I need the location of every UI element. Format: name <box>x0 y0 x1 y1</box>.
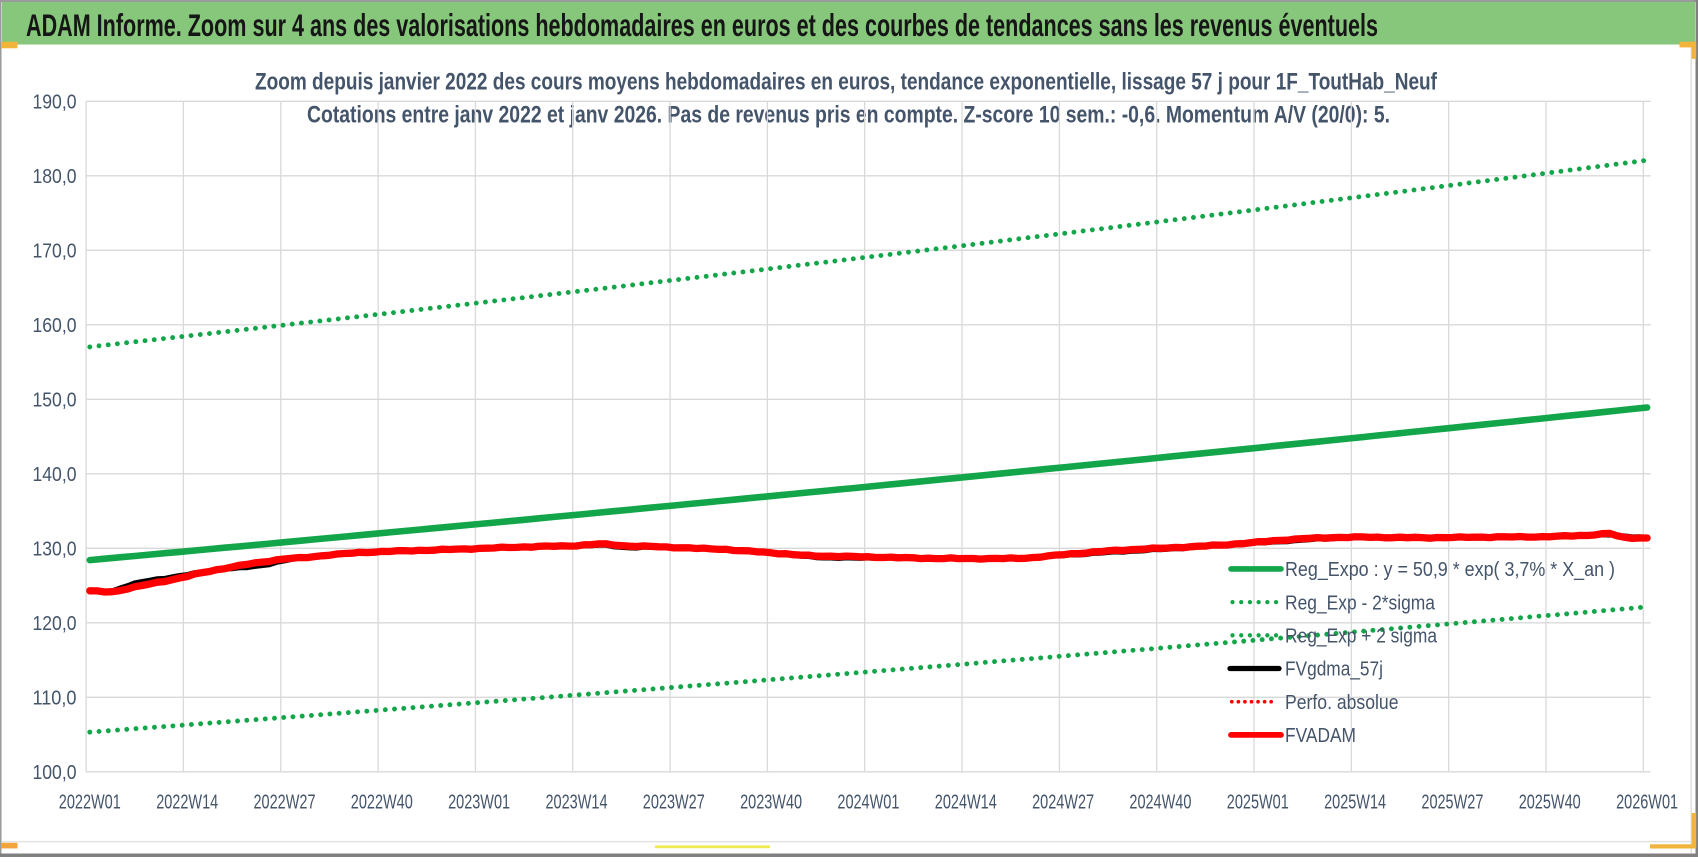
svg-text:110,0: 110,0 <box>33 687 77 709</box>
svg-text:Reg_Expo : y = 50,9 * exp( 3,7: Reg_Expo : y = 50,9 * exp( 3,7% * X_an ) <box>1285 559 1615 581</box>
svg-text:FVgdma_57j: FVgdma_57j <box>1285 659 1383 681</box>
svg-text:100,0: 100,0 <box>33 762 77 784</box>
svg-text:140,0: 140,0 <box>33 464 77 486</box>
svg-text:2025W14: 2025W14 <box>1324 792 1386 814</box>
svg-text:160,0: 160,0 <box>33 315 77 337</box>
svg-text:190,0: 190,0 <box>33 91 77 113</box>
svg-text:170,0: 170,0 <box>33 240 77 262</box>
svg-text:2022W27: 2022W27 <box>254 792 316 814</box>
svg-text:Reg_Exp - 2*sigma: Reg_Exp - 2*sigma <box>1285 592 1436 614</box>
svg-text:150,0: 150,0 <box>33 389 77 411</box>
svg-text:2024W27: 2024W27 <box>1032 792 1094 814</box>
svg-text:FVADAM: FVADAM <box>1285 725 1356 747</box>
svg-text:2025W27: 2025W27 <box>1421 792 1483 814</box>
svg-text:130,0: 130,0 <box>33 538 77 560</box>
svg-text:2022W14: 2022W14 <box>156 792 218 814</box>
svg-text:Cotations entre janv 2022 et j: Cotations entre janv 2022 et janv 2026. … <box>307 102 1390 129</box>
svg-text:2026W01: 2026W01 <box>1616 792 1678 814</box>
svg-text:Reg_Exp + 2 sigma: Reg_Exp + 2 sigma <box>1285 626 1438 648</box>
svg-text:2022W40: 2022W40 <box>351 792 413 814</box>
svg-text:2022W01: 2022W01 <box>59 792 121 814</box>
svg-text:2023W14: 2023W14 <box>546 792 608 814</box>
svg-text:Zoom depuis janvier 2022 des c: Zoom depuis janvier 2022 des cours moyen… <box>255 69 1438 96</box>
svg-text:2023W27: 2023W27 <box>643 792 705 814</box>
svg-text:2024W40: 2024W40 <box>1129 792 1191 814</box>
svg-text:Perfo. absolue: Perfo. absolue <box>1285 692 1399 714</box>
svg-text:2025W01: 2025W01 <box>1227 792 1289 814</box>
svg-text:2024W01: 2024W01 <box>837 792 899 814</box>
svg-text:2023W01: 2023W01 <box>448 792 510 814</box>
svg-text:2024W14: 2024W14 <box>935 792 997 814</box>
svg-text:180,0: 180,0 <box>33 166 77 188</box>
svg-text:120,0: 120,0 <box>33 613 77 635</box>
svg-text:ADAM Informe. Zoom sur 4 ans d: ADAM Informe. Zoom sur 4 ans des valoris… <box>26 7 1378 43</box>
svg-text:2023W40: 2023W40 <box>740 792 802 814</box>
svg-text:2025W40: 2025W40 <box>1519 792 1581 814</box>
